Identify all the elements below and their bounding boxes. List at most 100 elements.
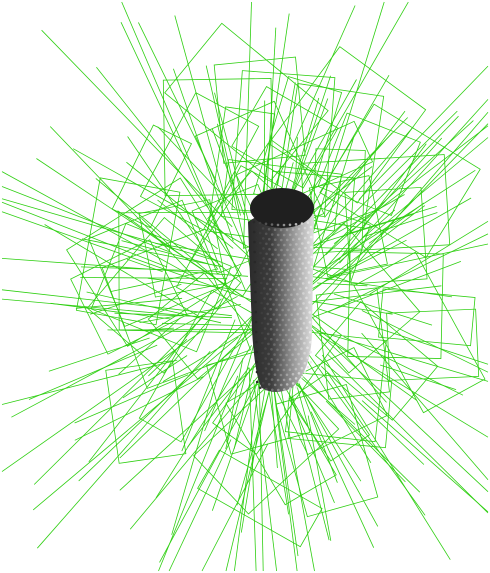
point-sample	[261, 361, 265, 365]
camera-ray	[86, 291, 222, 324]
camera-ray	[41, 29, 233, 228]
point-sample	[264, 357, 268, 360]
camera-ray	[253, 380, 277, 572]
point-sample	[293, 288, 296, 291]
camera-ray	[28, 344, 158, 400]
point-sample	[270, 348, 273, 351]
point-sample	[288, 338, 291, 342]
point-sample	[276, 338, 279, 342]
point-sample	[295, 262, 299, 266]
point-sample	[308, 291, 311, 294]
point-sample	[280, 238, 283, 242]
point-sample	[300, 337, 303, 341]
camera-image-plane	[101, 228, 251, 389]
camera-ray	[310, 411, 375, 548]
point-sample	[300, 232, 304, 235]
camera-image-plane	[206, 343, 311, 455]
camera-ray	[120, 22, 234, 262]
point-sample	[306, 336, 309, 340]
camera-ray	[44, 224, 199, 317]
point-sample	[306, 221, 310, 224]
point-sample	[277, 388, 280, 392]
point-sample	[258, 356, 262, 359]
point-sample	[258, 231, 262, 235]
point-sample	[289, 387, 292, 390]
camera-ray	[121, 1, 247, 292]
point-sample	[254, 320, 258, 324]
point-sample	[253, 280, 257, 284]
point-sample	[270, 223, 274, 226]
point-sample	[293, 328, 297, 331]
point-sample	[264, 367, 268, 370]
point-sample	[281, 328, 285, 332]
point-sample	[287, 298, 290, 302]
point-sample	[299, 287, 302, 291]
point-sample	[263, 297, 266, 300]
point-sample	[269, 287, 272, 291]
point-sample	[256, 266, 260, 269]
point-sample	[279, 373, 283, 377]
camera-image-plane	[164, 22, 329, 181]
point-sample	[267, 352, 270, 356]
camera-ray	[181, 319, 236, 452]
point-sample	[280, 268, 284, 272]
cylinder-point-cloud	[248, 188, 314, 392]
camera-ray	[243, 1, 252, 249]
camera-image-plane	[147, 272, 255, 380]
point-sample	[279, 343, 282, 347]
point-sample	[275, 318, 279, 322]
point-sample	[281, 298, 284, 302]
point-sample	[304, 256, 308, 260]
point-sample	[287, 308, 291, 312]
point-sample	[255, 380, 259, 384]
camera-image-plane	[273, 347, 388, 456]
point-sample	[309, 360, 313, 364]
point-sample	[300, 222, 304, 225]
point-sample	[267, 342, 270, 346]
camera-ray	[147, 277, 259, 293]
point-sample	[295, 385, 298, 389]
point-sample	[270, 368, 274, 371]
point-sample	[268, 277, 272, 281]
point-sample	[254, 310, 258, 314]
camera-ray	[308, 137, 355, 283]
point-sample	[261, 371, 265, 375]
point-sample	[306, 365, 310, 369]
camera-image-plane	[312, 148, 366, 250]
point-sample	[266, 332, 270, 336]
camera-ray	[307, 415, 332, 541]
point-sample	[253, 260, 257, 264]
point-sample	[260, 291, 263, 295]
point-sample	[288, 233, 292, 237]
point-sample	[283, 273, 287, 277]
point-sample	[278, 333, 282, 337]
point-sample	[306, 356, 310, 360]
camera-ray	[96, 66, 209, 209]
point-sample	[291, 353, 294, 357]
point-sample	[305, 296, 308, 300]
point-sample	[266, 292, 269, 296]
point-sample	[273, 383, 277, 387]
point-sample	[297, 342, 300, 346]
point-sample	[264, 232, 268, 236]
camera-ray	[126, 258, 163, 273]
point-sample	[310, 255, 314, 259]
point-sample	[268, 257, 272, 261]
point-sample	[290, 293, 293, 297]
point-sample	[290, 323, 294, 327]
point-sample	[287, 328, 291, 332]
point-sample	[275, 288, 278, 292]
point-sample	[274, 238, 277, 241]
point-sample	[266, 322, 270, 326]
point-sample	[271, 253, 274, 256]
camera-ray	[312, 111, 489, 316]
camera-ray	[315, 330, 489, 382]
camera-ray	[82, 238, 222, 268]
camera-ray	[328, 233, 489, 313]
point-sample	[276, 358, 280, 362]
camera-ray	[292, 395, 330, 541]
point-sample	[282, 378, 286, 382]
point-sample	[298, 247, 301, 251]
point-sample	[297, 372, 301, 375]
